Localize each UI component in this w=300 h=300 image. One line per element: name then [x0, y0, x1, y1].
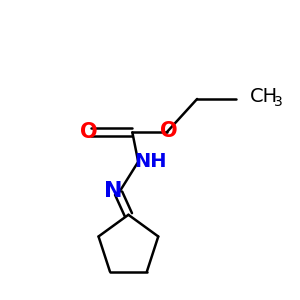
Text: NH: NH [134, 152, 166, 171]
Text: O: O [160, 122, 178, 141]
Text: CH: CH [250, 86, 278, 106]
Text: O: O [80, 122, 98, 142]
Text: N: N [104, 181, 123, 201]
Text: 3: 3 [274, 95, 282, 109]
